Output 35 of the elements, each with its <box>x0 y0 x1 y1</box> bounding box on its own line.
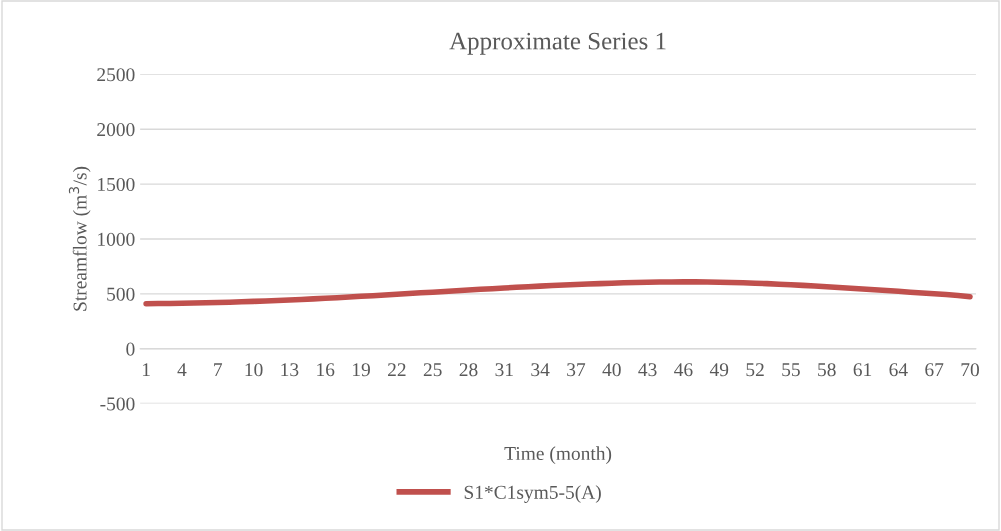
x-tick-label: 52 <box>746 363 764 377</box>
x-tick-label: 4 <box>177 363 187 377</box>
x-tick-label: 61 <box>853 363 872 377</box>
y-tick-label: 1500 <box>98 177 135 192</box>
x-tick-label: 25 <box>423 363 442 377</box>
y-tick-label: 2000 <box>97 123 135 137</box>
y-tick-label: 1000 <box>98 232 135 246</box>
x-tick-label: 46 <box>674 363 693 377</box>
x-tick-label: 67 <box>925 363 944 377</box>
x-axis-title: Time (month) <box>504 446 612 464</box>
x-tick-label: 1 <box>142 363 150 377</box>
y-tick-label: 2500 <box>97 68 135 82</box>
x-tick-label: 34 <box>531 363 550 377</box>
x-tick-label: 22 <box>387 363 406 377</box>
legend-label: S1*C1sym5-5(A) <box>464 485 601 503</box>
x-tick-label: 55 <box>782 363 800 377</box>
x-tick-label: 7 <box>214 363 223 377</box>
x-tick-label: 37 <box>567 363 586 377</box>
y-tick-label: 0 <box>126 342 135 356</box>
y-tick-label: 500 <box>107 287 135 301</box>
x-tick-label: 19 <box>353 363 370 377</box>
x-tick-label: 28 <box>459 363 478 377</box>
x-tick-label: 70 <box>961 363 979 377</box>
x-tick-label: 43 <box>638 363 657 377</box>
x-tick-label: 10 <box>245 363 263 377</box>
x-tick-label: 58 <box>818 363 836 377</box>
x-tick-label: 64 <box>889 363 908 377</box>
x-tick-label: 31 <box>495 363 513 377</box>
y-tick-label: -500 <box>100 397 135 411</box>
x-tick-label: 16 <box>317 363 335 377</box>
chart-title: Approximate Series 1 <box>449 32 666 55</box>
x-tick-label: 13 <box>281 363 299 377</box>
x-tick-label: 40 <box>602 363 621 377</box>
y-axis-title: Streamflow (m$^{3}$/s) <box>68 166 91 311</box>
x-tick-label: 49 <box>709 363 729 377</box>
